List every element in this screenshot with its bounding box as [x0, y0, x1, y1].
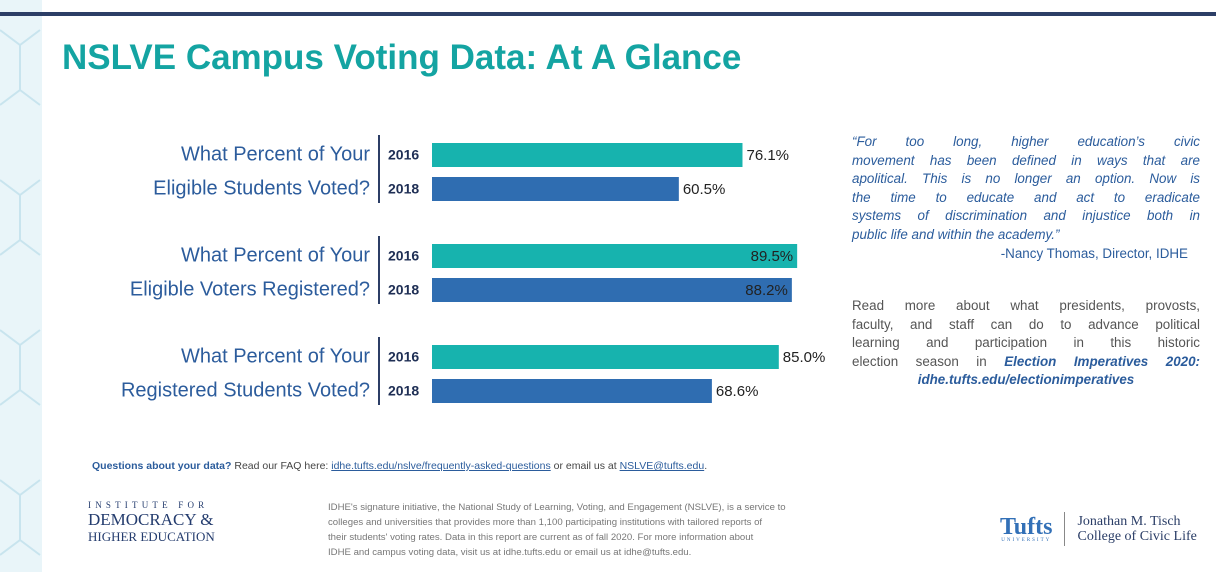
about: IDHE's signature initiative, the Nationa… [328, 500, 948, 560]
quote-line: “For too long, higher education’s civic [852, 134, 1200, 149]
value-label: 85.0% [783, 349, 826, 366]
logo-line: INSTITUTE FOR [88, 500, 209, 510]
text: Read our FAQ here: [234, 460, 329, 472]
quote-line: movement has been defined in ways that a… [852, 152, 1200, 168]
category-label: What Percent of Your [181, 143, 370, 165]
value-label: 68.6% [716, 383, 759, 400]
quote-line: the time to educate and act to eradicate [852, 189, 1200, 205]
attribution: -Nancy Thomas, Director, IDHE [1000, 245, 1188, 261]
divider [1064, 512, 1066, 546]
bar [432, 244, 798, 268]
year-label: 2016 [388, 349, 419, 365]
publication: Election Imperatives 2020: [1004, 353, 1200, 369]
top-rule [0, 12, 1216, 16]
year-label: 2018 [388, 383, 419, 399]
read-more: Read more about what presidents, provost… [852, 297, 1200, 390]
tufts-sub: UNIVERSITY [1001, 537, 1052, 543]
url[interactable]: idhe.tufts.edu/electionimperatives [917, 372, 1135, 388]
text: election season in [852, 353, 987, 369]
tufts-logo: Tufts UNIVERSITY Jonathan M. Tisch Colle… [1000, 512, 1197, 546]
category-label: Eligible Voters Registered? [130, 278, 370, 300]
read-more-line: Read more about what presidents, provost… [852, 298, 1200, 313]
bar [432, 177, 679, 201]
category-label: What Percent of Your [181, 345, 370, 367]
logo-line: HIGHER EDUCATION [88, 529, 215, 544]
lead: Questions about your data? [92, 460, 232, 472]
idhe-logo: INSTITUTE FOR DEMOCRACY & HIGHER EDUCATI… [88, 500, 215, 545]
about-line: their students' voting rates. Data in th… [328, 532, 754, 543]
tufts-name: Tufts [1000, 513, 1053, 540]
year-label: 2018 [388, 282, 419, 298]
quote-line: systems of discrimination and injustice … [852, 208, 1200, 224]
bar [432, 143, 743, 167]
year-label: 2016 [388, 147, 419, 163]
link[interactable]: idhe.tufts.edu/nslve/frequently-asked-qu… [331, 460, 551, 472]
value-label: 88.2% [745, 282, 788, 299]
logo-line: DEMOCRACY & [88, 510, 214, 529]
read-more-line: learning and participation in this histo… [852, 335, 1200, 351]
read-more-line: faculty, and staff can do to advance pol… [852, 316, 1200, 332]
value-label: 76.1% [746, 147, 789, 164]
hex-lines [0, 29, 41, 556]
bar [432, 379, 712, 403]
about-line: colleges and universities that provides … [328, 517, 763, 528]
title: NSLVE Campus Voting Data: At A Glance [62, 38, 742, 77]
quote-line: public life and within the academy.” [852, 226, 1060, 242]
year-label: 2016 [388, 248, 419, 264]
about-line: IDHE's signature initiative, the Nationa… [328, 502, 786, 513]
read-more-line: election season in Election Imperatives … [852, 353, 1200, 372]
text: or email us at [553, 460, 617, 472]
value-label: 60.5% [683, 181, 726, 198]
year-label: 2018 [388, 181, 419, 197]
bar [432, 278, 792, 302]
about-line: IDHE and campus voting data, visit us at… [328, 547, 692, 558]
category-label: Eligible Students Voted? [153, 177, 370, 199]
quote-line: apolitical. This is no longer an option.… [852, 171, 1200, 187]
category-label: Registered Students Voted? [121, 379, 370, 401]
side-pattern [0, 0, 42, 572]
category-label: What Percent of Your [181, 244, 370, 266]
bar [432, 345, 779, 369]
value-label: 89.5% [751, 248, 794, 265]
questions: Questions about your data? Read our FAQ … [92, 460, 707, 472]
quote: “For too long, higher education’s civic m… [852, 133, 1200, 263]
college: College of Civic Life [1077, 529, 1197, 544]
college: Jonathan M. Tisch [1077, 514, 1181, 529]
email[interactable]: NSLVE@tufts.edu [619, 460, 705, 472]
text: . [704, 460, 708, 472]
